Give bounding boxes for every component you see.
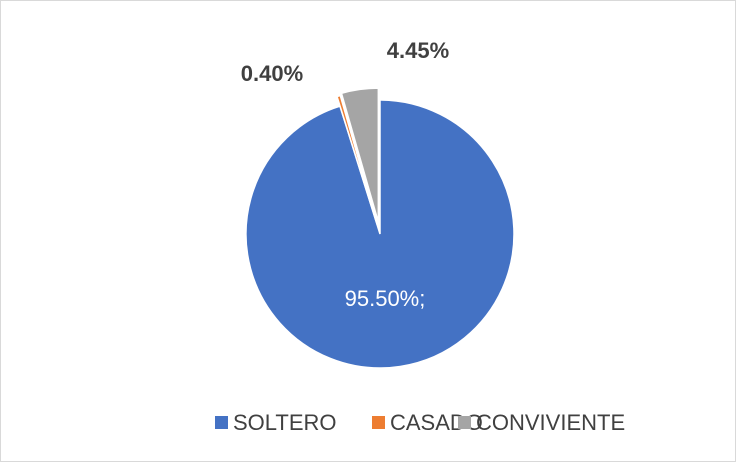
legend-swatch: [458, 416, 471, 429]
legend-label: SOLTERO: [233, 410, 337, 435]
legend-swatch: [372, 416, 385, 429]
legend-swatch: [215, 416, 228, 429]
pie: 95.50%; 0.40% 4.45%: [241, 38, 515, 369]
data-label: 4.45%: [387, 38, 449, 63]
data-label: 0.40%: [241, 61, 303, 86]
pie-slice: [245, 99, 515, 369]
legend-label: CONVIVIENTE: [476, 410, 625, 435]
pie-slice: [340, 87, 380, 223]
pie-slice: [336, 94, 378, 225]
data-label: 95.50%;: [345, 286, 426, 311]
